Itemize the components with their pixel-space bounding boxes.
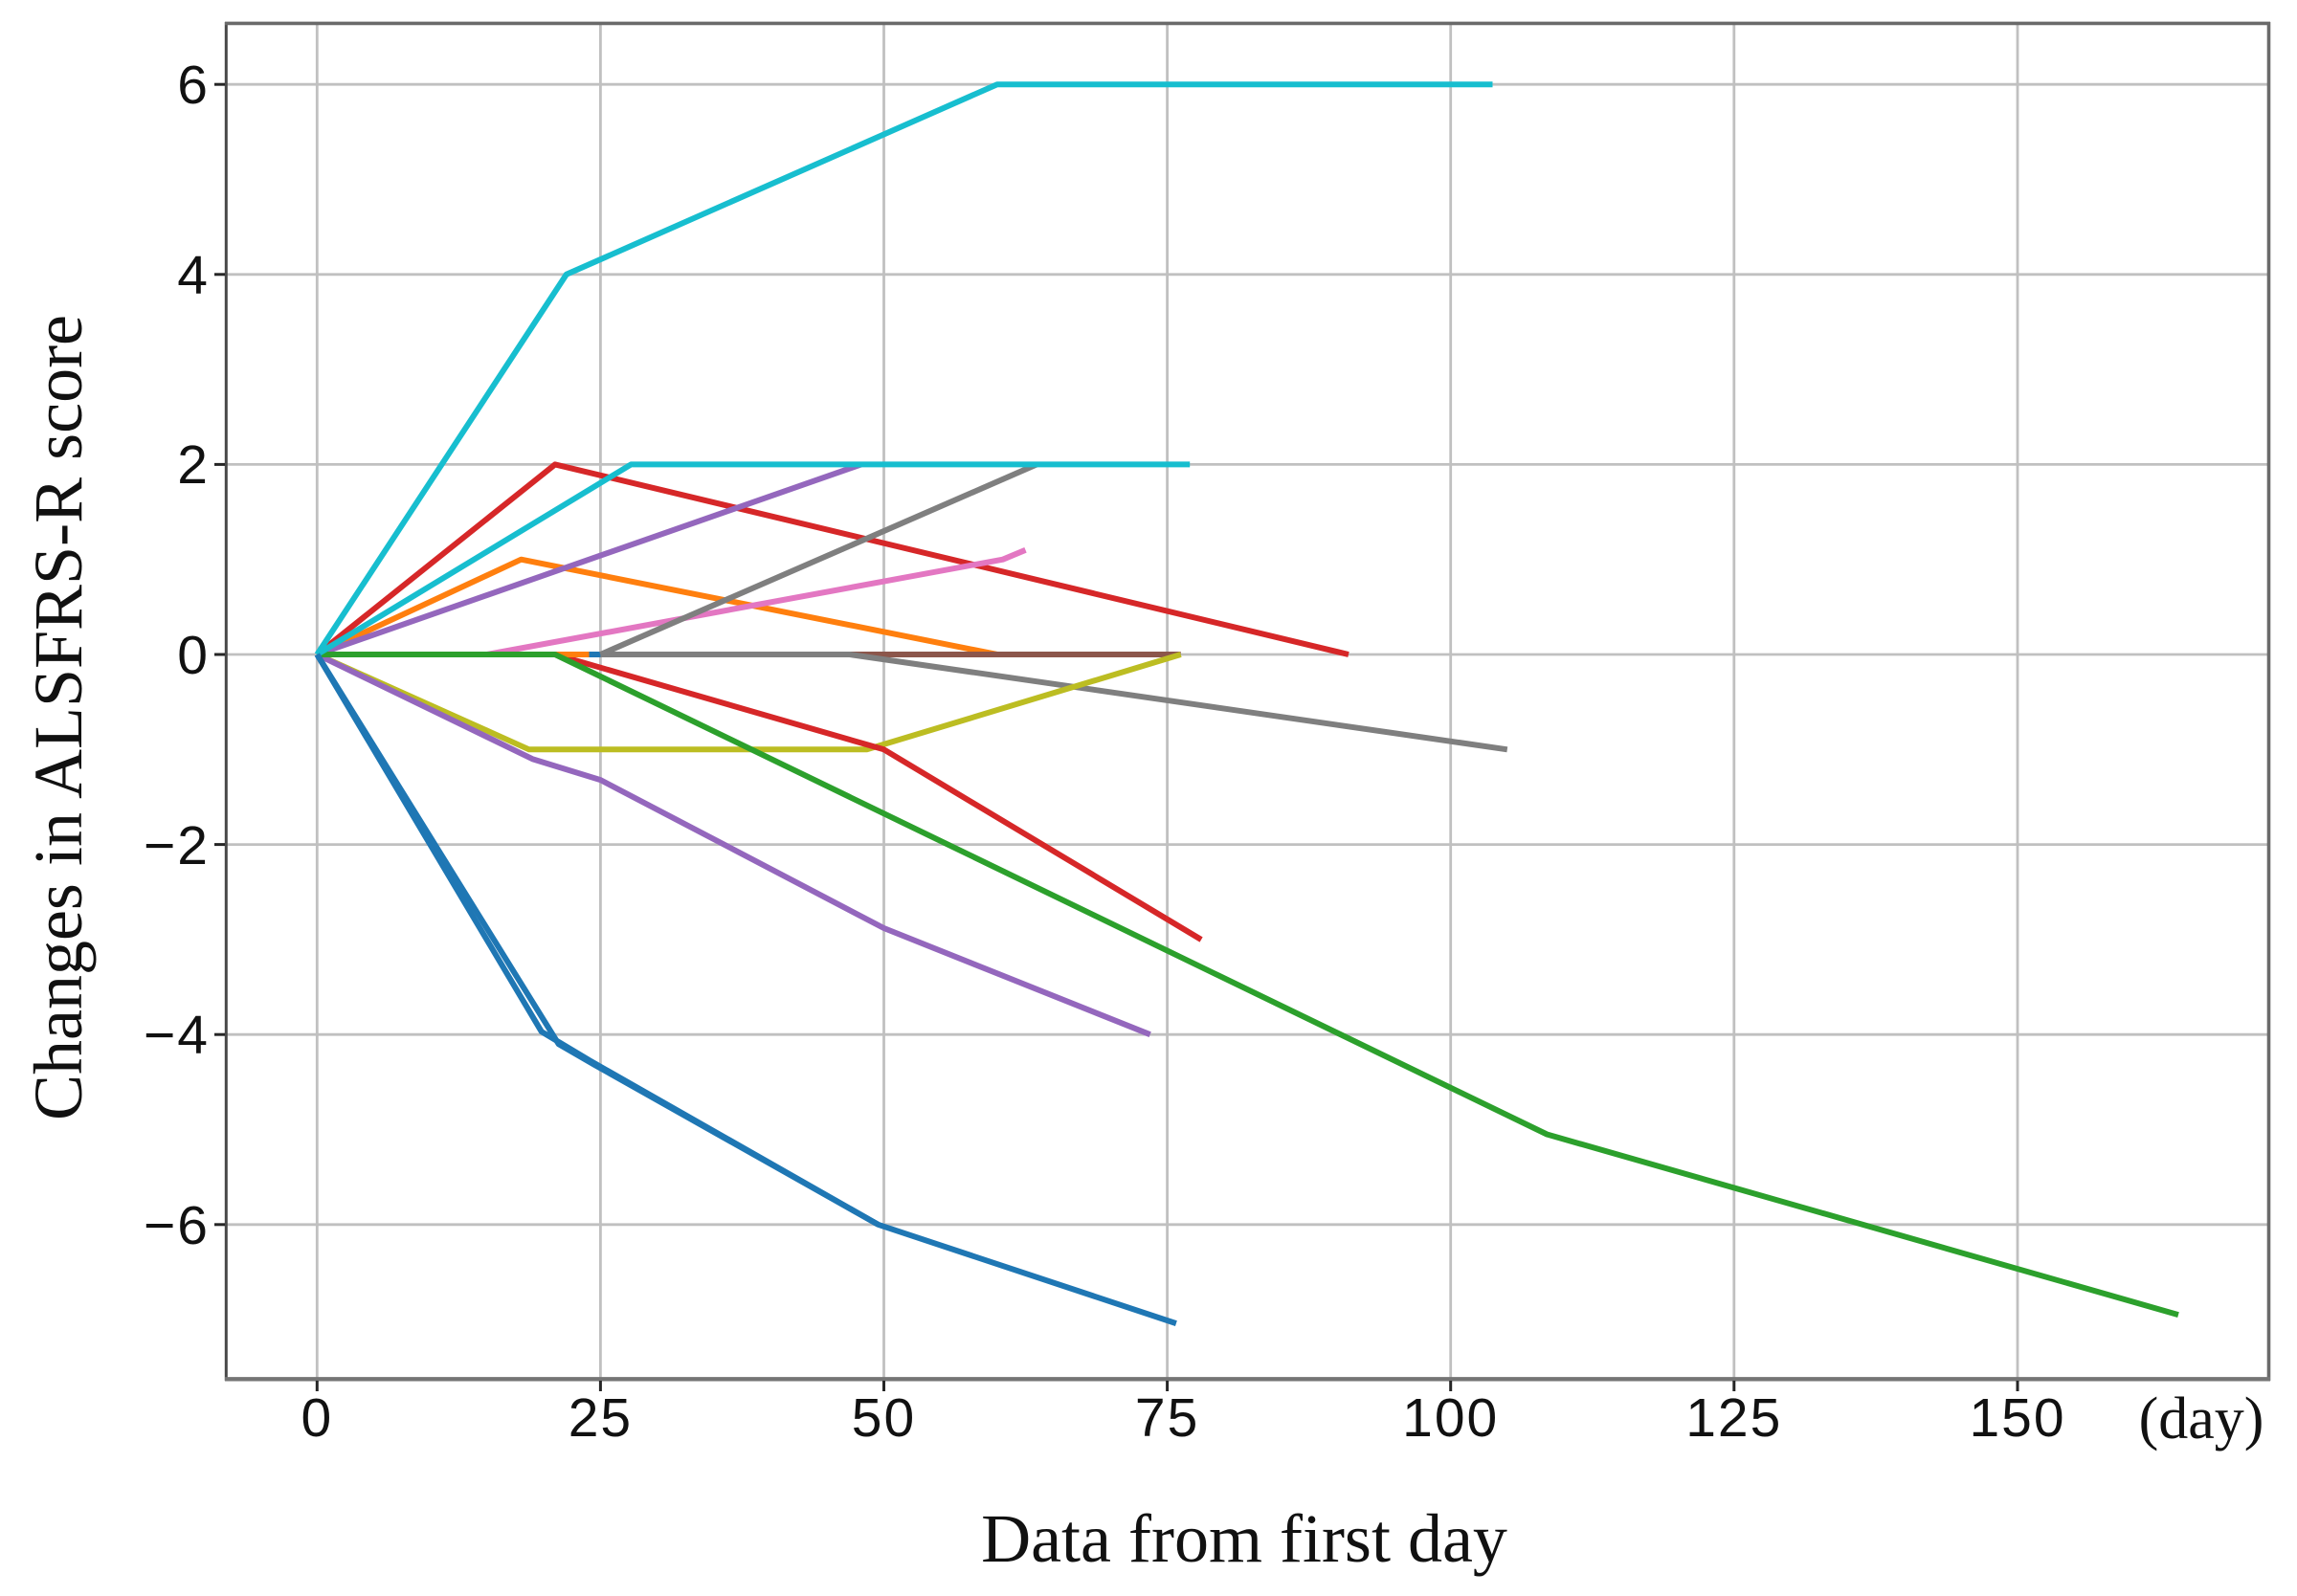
svg-text:2: 2 [177, 434, 210, 496]
svg-text:150: 150 [1969, 1387, 2065, 1449]
svg-text:(day): (day) [2139, 1386, 2264, 1452]
svg-text:4: 4 [177, 245, 210, 306]
svg-text:25: 25 [569, 1387, 633, 1449]
svg-text:6: 6 [177, 55, 210, 116]
svg-text:0: 0 [301, 1387, 333, 1449]
svg-text:100: 100 [1402, 1387, 1499, 1449]
svg-text:−2: −2 [144, 815, 210, 876]
svg-text:−6: −6 [144, 1195, 210, 1256]
svg-text:0: 0 [177, 625, 210, 686]
svg-text:125: 125 [1685, 1387, 1782, 1449]
svg-text:Data from first day: Data from first day [981, 1500, 1507, 1577]
svg-text:75: 75 [1135, 1387, 1199, 1449]
svg-text:Changes in ALSFRS-R score: Changes in ALSFRS-R score [20, 315, 97, 1120]
svg-text:−4: −4 [144, 1005, 210, 1066]
svg-text:50: 50 [852, 1387, 916, 1449]
